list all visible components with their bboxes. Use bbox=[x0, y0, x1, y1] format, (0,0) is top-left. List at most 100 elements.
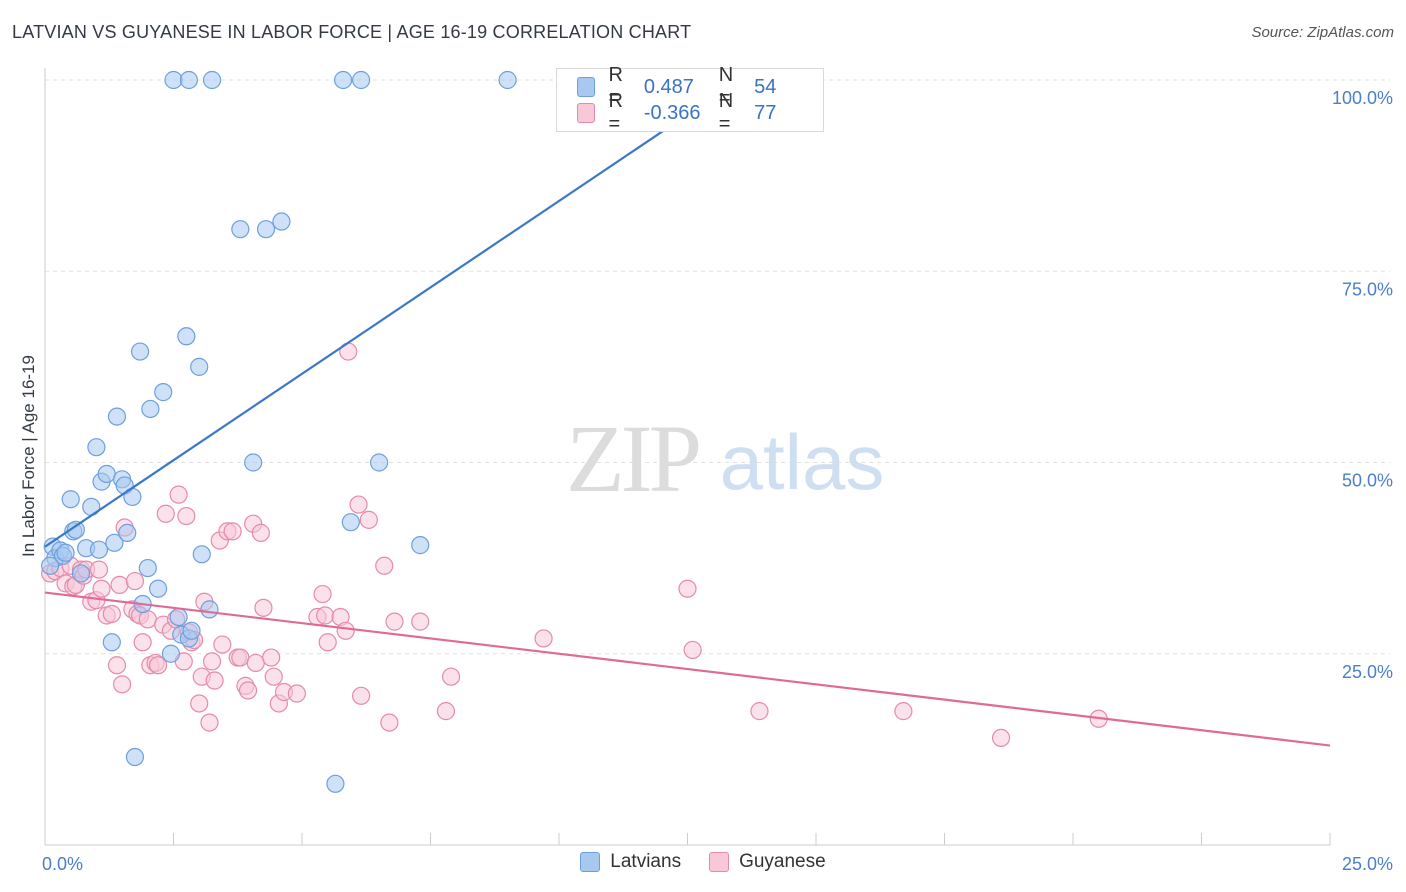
latvians-point-48 bbox=[352, 70, 371, 90]
legend-label-guyanese: Guyanese bbox=[739, 851, 826, 872]
latvians-point-40 bbox=[202, 70, 222, 90]
watermark: ZIP atlas bbox=[566, 405, 884, 512]
latvians-point-34 bbox=[177, 327, 196, 346]
axes bbox=[44, 68, 1331, 846]
guyanese-point-64 bbox=[316, 606, 335, 625]
latvians-point-27 bbox=[148, 579, 168, 598]
latvians-point-4 bbox=[56, 543, 75, 562]
guyanese-point-12 bbox=[89, 560, 109, 579]
latvians-point-29 bbox=[164, 70, 183, 90]
watermark-atlas: atlas bbox=[720, 418, 885, 506]
latvians-point-22 bbox=[125, 747, 145, 767]
latvians-point-38 bbox=[192, 545, 211, 564]
latvian-points bbox=[41, 70, 733, 793]
latvians-point-46 bbox=[334, 70, 353, 90]
guyanese-point-24 bbox=[133, 633, 152, 652]
guyanese-point-73 bbox=[380, 713, 399, 732]
guyanese-point-56 bbox=[254, 598, 273, 617]
x-tick-label-1: 25.0% bbox=[1342, 854, 1393, 874]
y-tick-label-3: 100.0% bbox=[1332, 88, 1393, 108]
grid-lines bbox=[45, 79, 1390, 655]
legend-n-label: N = bbox=[718, 64, 734, 109]
latvians-point-31 bbox=[161, 644, 181, 663]
guyanese-point-61 bbox=[287, 684, 306, 703]
latvians-point-45 bbox=[326, 774, 345, 793]
guyanese-point-52 bbox=[238, 681, 258, 700]
guyanese-point-72 bbox=[375, 556, 394, 575]
guyanese-point-48 bbox=[223, 522, 242, 541]
latvians-point-42 bbox=[244, 453, 263, 472]
latvians-point-23 bbox=[130, 342, 150, 361]
guyanese-point-43 bbox=[202, 652, 222, 671]
latvians-trend-line bbox=[44, 79, 740, 548]
x-tick-labels: 0.0% 25.0% bbox=[42, 854, 1393, 874]
legend-swatch-latvians bbox=[580, 852, 601, 872]
guyanese-point-42 bbox=[200, 713, 219, 732]
guyanese-point-13 bbox=[92, 579, 111, 598]
x-tick-label-0: 0.0% bbox=[42, 854, 83, 874]
latvians-point-41 bbox=[231, 220, 250, 239]
guyanese-trend-line bbox=[44, 591, 1331, 747]
legend-n-value-guyanese: 77 bbox=[754, 101, 777, 124]
guyanese-point-15 bbox=[102, 604, 121, 624]
guyanese-point-28 bbox=[148, 656, 168, 675]
legend-swatch-guyanese bbox=[577, 103, 595, 123]
guyanese-point-63 bbox=[313, 584, 332, 604]
legend-label-latvians: Latvians bbox=[610, 851, 682, 872]
latvians-point-12 bbox=[89, 540, 109, 559]
guyanese-point-65 bbox=[318, 633, 337, 652]
latvians-point-15 bbox=[102, 633, 121, 652]
y-tick-label-1: 50.0% bbox=[1342, 471, 1393, 491]
latvians-point-30 bbox=[179, 70, 199, 90]
legend-item-guyanese[interactable]: Guyanese bbox=[709, 851, 826, 873]
legend-swatch-guyanese bbox=[709, 852, 730, 872]
guyanese-point-78 bbox=[534, 629, 553, 648]
guyanese-point-44 bbox=[205, 671, 224, 690]
y-axis-title: In Labor Force | Age 16-19 bbox=[19, 355, 38, 557]
legend-row-latvians: R = 0.487 N = 54 bbox=[577, 64, 823, 109]
latvians-point-47 bbox=[341, 513, 360, 532]
guyanese-point-58 bbox=[264, 667, 283, 686]
legend-r-value-guyanese: -0.366 bbox=[643, 101, 701, 124]
latvians-point-36 bbox=[182, 621, 201, 640]
y-tick-label-2: 75.0% bbox=[1342, 279, 1393, 299]
latvians-point-20 bbox=[118, 523, 137, 542]
latvians-point-5 bbox=[61, 490, 80, 509]
latvians-point-26 bbox=[141, 399, 160, 419]
guyanese-point-35 bbox=[177, 506, 196, 526]
legend-n-value-latvians: 54 bbox=[754, 75, 777, 98]
guyanese-point-50 bbox=[231, 648, 250, 667]
guyanese-point-83 bbox=[991, 728, 1011, 748]
latvians-point-7 bbox=[66, 520, 85, 539]
guyanese-point-75 bbox=[411, 612, 430, 631]
latvians-point-8 bbox=[71, 564, 91, 583]
latvians-point-53 bbox=[41, 556, 60, 575]
guyanese-point-79 bbox=[678, 579, 697, 598]
correlation-legend: R = 0.487 N = 54 R = -0.366 N = 77 bbox=[556, 64, 824, 135]
watermark-zip: ZIP bbox=[566, 405, 699, 512]
guyanese-point-57 bbox=[262, 648, 281, 667]
latvians-point-28 bbox=[154, 383, 173, 402]
legend-r-label: R = bbox=[608, 90, 623, 135]
guyanese-point-16 bbox=[107, 656, 127, 675]
latvians-point-49 bbox=[370, 453, 389, 472]
guyanese-point-67 bbox=[336, 621, 355, 640]
latvians-point-50 bbox=[411, 536, 430, 555]
series-legend: Latvians Guyanese bbox=[0, 851, 1406, 873]
legend-swatch-latvians bbox=[577, 77, 595, 97]
source-label: Source: ZipAtlas.com bbox=[1251, 24, 1394, 41]
legend-r-value-latvians: 0.487 bbox=[643, 75, 694, 98]
guyanese-point-69 bbox=[349, 495, 368, 514]
guyanese-point-25 bbox=[138, 610, 157, 629]
latvians-point-14 bbox=[97, 464, 116, 484]
legend-item-latvians[interactable]: Latvians bbox=[580, 851, 681, 873]
guyanese-point-30 bbox=[156, 504, 175, 523]
guyanese-point-80 bbox=[683, 640, 702, 660]
latvians-point-32 bbox=[169, 607, 188, 627]
y-tick-labels: 25.0% 50.0% 75.0% 100.0% bbox=[1332, 88, 1393, 682]
latvians-point-16 bbox=[105, 533, 124, 552]
guyanese-point-71 bbox=[359, 510, 378, 529]
guyanese-point-82 bbox=[894, 702, 913, 721]
guyanese-point-77 bbox=[441, 667, 461, 686]
